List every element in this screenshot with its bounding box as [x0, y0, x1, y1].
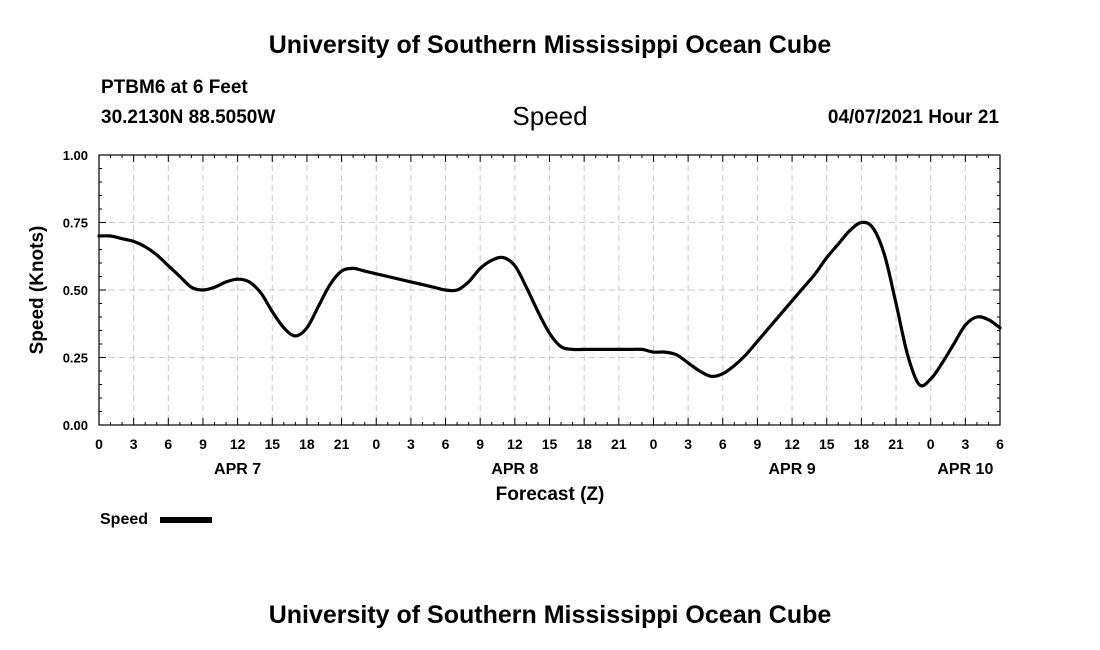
series-line-speed [97, 220, 1002, 388]
bottom-title: University of Southern Mississippi Ocean… [268, 601, 832, 629]
x-tick-label: 12 [507, 436, 523, 452]
date-label: APR 9 [769, 461, 816, 478]
x-tick-label: 15 [542, 436, 558, 452]
legend-label: Speed [100, 511, 148, 528]
y-tick-label: 0.00 [63, 418, 88, 433]
x-tick-label: 6 [996, 436, 1004, 452]
x-tick-label: 6 [719, 436, 727, 452]
x-tick-label: 0 [95, 436, 103, 452]
x-tick-label: 15 [264, 436, 280, 452]
x-tick-label: 21 [334, 436, 350, 452]
forecast-datetime: 04/07/2021 Hour 21 [827, 107, 999, 128]
x-tick-label: 18 [576, 436, 592, 452]
station-name: PTBM6 at 6 Feet [101, 77, 248, 98]
y-axis-label: Speed (Knots) [27, 226, 48, 355]
y-tick-label: 0.50 [63, 283, 88, 298]
x-tick-label: 0 [650, 436, 658, 452]
y-tick-label: 1.00 [63, 148, 88, 163]
x-tick-label: 3 [684, 436, 692, 452]
x-tick-label: 9 [199, 436, 207, 452]
x-tick-label: 12 [230, 436, 246, 452]
x-tick-label: 9 [754, 436, 762, 452]
date-label: APR 10 [937, 461, 993, 478]
station-coords: 30.2130N 88.5050W [101, 107, 276, 128]
x-tick-label: 3 [407, 436, 415, 452]
x-tick-label: 21 [888, 436, 904, 452]
x-tick-label: 0 [372, 436, 380, 452]
x-tick-label: 6 [442, 436, 450, 452]
x-tick-label: 6 [164, 436, 172, 452]
tick-marks [98, 154, 1001, 426]
grid-lines [98, 154, 1001, 426]
y-tick-label: 0.25 [63, 351, 88, 366]
x-tick-label: 21 [611, 436, 627, 452]
x-tick-label: 18 [854, 436, 870, 452]
legend: Speed [100, 511, 212, 528]
series-group [97, 220, 1002, 388]
x-tick-label: 15 [819, 436, 835, 452]
x-axis-label: Forecast (Z) [496, 484, 605, 505]
x-tick-label: 12 [784, 436, 800, 452]
tick-labels: 0.00 0.25 0.50 0.75 1.00 0 3 6 9 12 15 18 21 0 3 6 9 12 15… [63, 148, 1004, 478]
x-tick-label: 3 [130, 436, 138, 452]
x-tick-label: 3 [961, 436, 969, 452]
x-tick-label: 9 [476, 436, 484, 452]
x-tick-label: 0 [927, 436, 935, 452]
date-label: APR 7 [214, 461, 261, 478]
top-title: University of Southern Mississippi Ocean… [268, 31, 832, 59]
y-tick-label: 0.75 [63, 216, 88, 231]
x-tick-label: 18 [299, 436, 315, 452]
chart-title: Speed [512, 101, 587, 131]
date-label: APR 8 [491, 461, 538, 478]
